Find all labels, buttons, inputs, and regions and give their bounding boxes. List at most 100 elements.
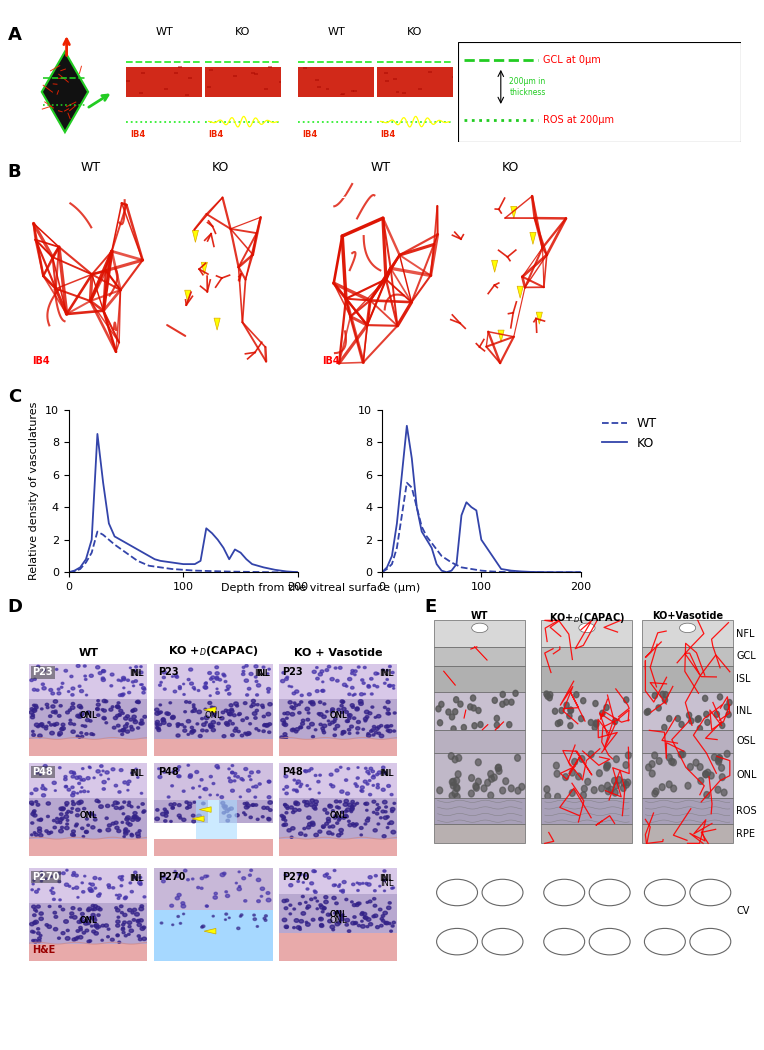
Circle shape — [73, 916, 77, 919]
Circle shape — [86, 711, 91, 714]
Circle shape — [387, 906, 391, 909]
Circle shape — [140, 684, 141, 686]
Circle shape — [339, 766, 342, 769]
Circle shape — [500, 701, 505, 708]
Bar — [542, 647, 633, 666]
Circle shape — [253, 918, 257, 921]
Circle shape — [231, 722, 235, 724]
Circle shape — [286, 712, 290, 715]
Circle shape — [172, 806, 174, 808]
Circle shape — [130, 726, 133, 728]
Circle shape — [101, 924, 105, 927]
Circle shape — [115, 806, 118, 810]
Text: KO+$_D$(CAPAC): KO+$_D$(CAPAC) — [549, 611, 625, 625]
Circle shape — [266, 806, 269, 810]
Circle shape — [281, 816, 285, 818]
Circle shape — [348, 714, 350, 716]
Circle shape — [452, 756, 458, 763]
Circle shape — [344, 814, 348, 817]
Circle shape — [324, 900, 329, 904]
Circle shape — [390, 807, 395, 811]
Circle shape — [79, 712, 84, 716]
Circle shape — [101, 940, 103, 941]
Circle shape — [369, 768, 373, 770]
Circle shape — [295, 789, 298, 792]
Text: KO: KO — [502, 162, 520, 174]
Circle shape — [644, 709, 649, 715]
Text: NFL: NFL — [736, 629, 755, 638]
Text: H&E: H&E — [33, 945, 56, 956]
Circle shape — [680, 751, 686, 758]
Circle shape — [254, 676, 257, 678]
Circle shape — [588, 719, 594, 726]
Circle shape — [90, 889, 94, 892]
Circle shape — [317, 780, 320, 783]
Circle shape — [47, 802, 50, 805]
Circle shape — [215, 764, 219, 768]
Circle shape — [37, 734, 42, 737]
Circle shape — [296, 926, 301, 929]
Circle shape — [382, 835, 386, 838]
Text: IB4: IB4 — [322, 356, 340, 366]
Circle shape — [345, 919, 350, 922]
Text: ONL: ONL — [79, 711, 97, 720]
Circle shape — [393, 802, 396, 804]
Circle shape — [80, 920, 83, 922]
Ellipse shape — [544, 928, 584, 954]
Circle shape — [225, 810, 229, 813]
Circle shape — [128, 801, 131, 803]
Circle shape — [366, 925, 369, 927]
Circle shape — [339, 890, 342, 891]
Circle shape — [89, 813, 93, 815]
Circle shape — [121, 676, 125, 679]
Circle shape — [342, 914, 344, 916]
Circle shape — [242, 667, 245, 669]
Circle shape — [112, 706, 114, 708]
Circle shape — [233, 729, 237, 732]
Circle shape — [222, 873, 226, 875]
Circle shape — [666, 781, 672, 788]
Circle shape — [86, 777, 90, 780]
Circle shape — [123, 914, 127, 917]
Circle shape — [367, 733, 370, 735]
Circle shape — [322, 826, 325, 828]
Circle shape — [503, 778, 509, 784]
Circle shape — [32, 734, 35, 736]
Circle shape — [102, 780, 106, 783]
Text: P270: P270 — [283, 873, 309, 882]
Circle shape — [374, 672, 378, 675]
Circle shape — [36, 689, 39, 691]
Text: WT: WT — [78, 648, 99, 658]
Circle shape — [225, 709, 228, 712]
Circle shape — [388, 685, 392, 687]
Circle shape — [381, 920, 385, 922]
Circle shape — [79, 936, 83, 939]
Bar — [542, 621, 633, 647]
Circle shape — [118, 694, 121, 696]
Circle shape — [327, 831, 332, 835]
Circle shape — [99, 830, 102, 833]
Text: P23: P23 — [33, 668, 53, 677]
Circle shape — [261, 896, 263, 897]
Circle shape — [237, 887, 241, 890]
Circle shape — [125, 730, 130, 733]
Circle shape — [138, 701, 140, 704]
Circle shape — [159, 685, 161, 687]
Circle shape — [290, 706, 293, 709]
Circle shape — [88, 917, 92, 920]
Circle shape — [31, 905, 36, 908]
Circle shape — [307, 693, 311, 696]
Circle shape — [134, 816, 138, 819]
Circle shape — [142, 811, 145, 814]
Circle shape — [720, 722, 725, 729]
Circle shape — [200, 887, 203, 889]
Circle shape — [345, 792, 350, 795]
Circle shape — [85, 929, 89, 932]
Bar — [298, 67, 374, 97]
Circle shape — [487, 771, 494, 777]
Circle shape — [132, 908, 137, 911]
Circle shape — [134, 872, 137, 874]
Circle shape — [604, 782, 610, 790]
Bar — [353, 90, 357, 92]
Circle shape — [186, 719, 191, 723]
